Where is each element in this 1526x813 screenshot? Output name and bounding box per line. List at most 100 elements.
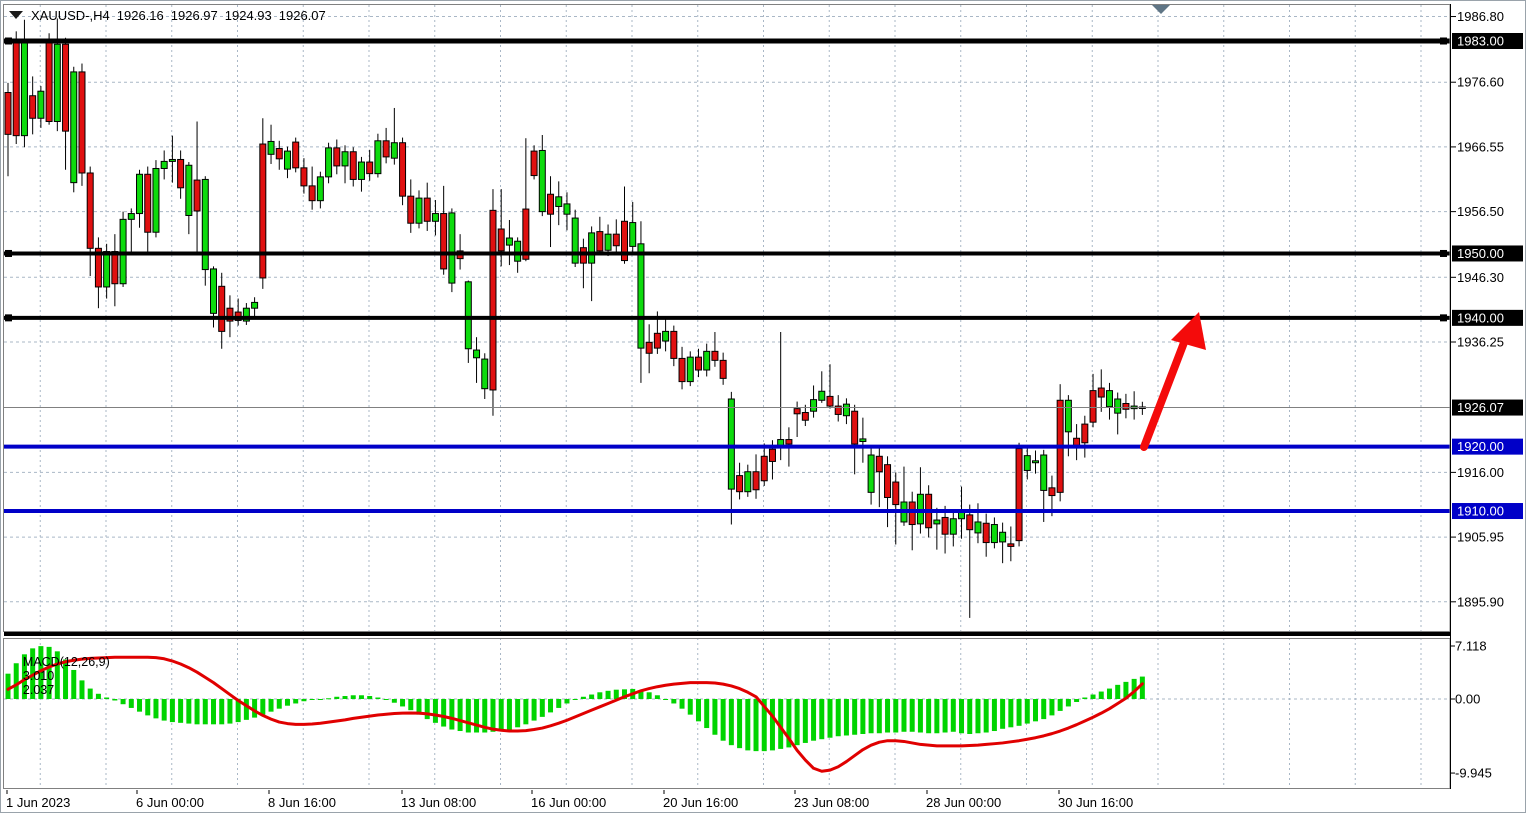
macd-histogram-bar	[293, 699, 299, 704]
macd-histogram-bar	[926, 699, 932, 734]
trend-arrow-head[interactable]	[1171, 312, 1206, 350]
candle-body	[768, 448, 776, 462]
candle-body	[29, 95, 37, 119]
candle-body	[78, 71, 86, 174]
macd-histogram-bar	[778, 699, 784, 749]
price-badge	[1452, 33, 1523, 49]
candle-body	[127, 213, 135, 220]
macd-histogram-bar	[942, 699, 948, 733]
macd-histogram-bar	[967, 699, 973, 735]
macd-name: MACD(12,26,9)	[22, 655, 110, 669]
macd-histogram-bar	[95, 693, 101, 699]
macd-histogram-bar	[802, 699, 808, 743]
macd-histogram-bar	[654, 695, 660, 699]
macd-histogram-bar	[178, 699, 184, 723]
hline-anchor-right[interactable]	[1440, 249, 1447, 257]
candle-body	[966, 514, 974, 531]
candle-body	[448, 212, 456, 284]
macd-histogram-bar	[811, 699, 817, 741]
macd-histogram-bar	[186, 699, 192, 724]
macd-histogram-bar	[243, 699, 249, 720]
macd-histogram-bar	[975, 699, 981, 734]
hline-anchor-left[interactable]	[5, 249, 12, 257]
candle-body	[727, 398, 735, 490]
candle-body	[514, 240, 522, 262]
candle-body	[1007, 543, 1015, 547]
macd-histogram-bar	[1106, 688, 1112, 699]
candle-body	[859, 438, 867, 442]
macd-histogram-bar	[71, 669, 77, 699]
time-axis-label: 28 Jun 00:00	[926, 795, 1001, 810]
macd-histogram-bar	[252, 699, 258, 718]
candle-body	[1023, 455, 1031, 471]
macd-histogram-bar	[1057, 699, 1063, 711]
macd-histogram-bar	[539, 699, 545, 717]
macd-histogram-bar	[457, 699, 463, 732]
candle-body	[892, 481, 900, 506]
macd-histogram-bar	[367, 696, 373, 699]
price-tick-label: 1956.50	[1457, 204, 1504, 219]
candle-body	[168, 158, 176, 162]
price-badge-label: 1950.00	[1457, 246, 1504, 261]
candle-body	[210, 268, 217, 314]
candle-body	[292, 141, 300, 169]
macd-signal-line	[6, 655, 1144, 773]
macd-histogram-bar	[194, 699, 200, 725]
price-badge	[1452, 399, 1523, 416]
candle-body	[267, 140, 275, 155]
candle-body	[423, 197, 431, 222]
candle-body	[949, 518, 957, 535]
macd-histogram-bar	[383, 699, 389, 700]
macd-histogram-bar	[1115, 684, 1121, 699]
macd-histogram-bar	[1139, 676, 1145, 699]
macd-histogram-bar	[909, 699, 915, 732]
macd-histogram-bar	[309, 699, 315, 700]
ohlc-close: 1926.07	[278, 7, 326, 23]
candle-body	[842, 403, 850, 417]
candle-body	[12, 42, 20, 137]
candle-body	[547, 193, 555, 215]
macd-histogram-bar	[1098, 691, 1104, 699]
price-tick-label: 1936.25	[1457, 335, 1504, 350]
symbol-dropdown-icon[interactable]	[9, 11, 23, 19]
macd-histogram-bar	[400, 699, 406, 707]
hline-anchor-left[interactable]	[5, 314, 12, 322]
macd-histogram-bar	[934, 699, 940, 734]
candle-body	[4, 92, 12, 135]
pane-separator[interactable]	[4, 632, 1450, 636]
macd-histogram-bar	[531, 699, 537, 721]
chart-shift-marker-icon[interactable]	[1152, 5, 1170, 14]
macd-histogram-bar	[843, 699, 849, 736]
candle-body	[1048, 487, 1056, 497]
macd-histogram-bar	[169, 699, 175, 723]
candle-body	[1105, 390, 1113, 408]
macd-histogram-bar	[959, 699, 965, 734]
candle-body	[538, 149, 546, 213]
candle-body	[884, 464, 892, 498]
candle-body	[390, 142, 398, 159]
macd-histogram-bar	[523, 699, 529, 725]
time-axis-label: 20 Jun 16:00	[663, 795, 738, 810]
chart-symbol-period: XAUUSD-,H4	[31, 7, 110, 23]
macd-histogram-bar	[276, 699, 282, 709]
macd-histogram-bar	[1090, 694, 1096, 699]
candle-body	[1081, 423, 1089, 444]
trend-arrow-shaft[interactable]	[1140, 336, 1189, 451]
candle-body	[999, 531, 1007, 543]
candle-body	[588, 232, 596, 264]
hline-anchor-right[interactable]	[1440, 314, 1447, 322]
candle-body	[694, 356, 702, 371]
hline-anchor-right[interactable]	[1440, 37, 1447, 45]
ohlc-low: 1924.93	[224, 7, 272, 23]
price-badge	[1452, 503, 1523, 520]
candle-body	[111, 251, 119, 285]
macd-histogram-bar	[326, 698, 332, 700]
macd-histogram-bar	[613, 689, 619, 699]
macd-histogram-bar	[490, 699, 496, 732]
price-badge-label: 1940.00	[1457, 310, 1504, 325]
macd-histogram-bar	[1131, 678, 1137, 699]
macd-histogram-bar	[63, 659, 69, 699]
candle-body	[719, 359, 727, 379]
hline-anchor-left[interactable]	[5, 37, 12, 45]
